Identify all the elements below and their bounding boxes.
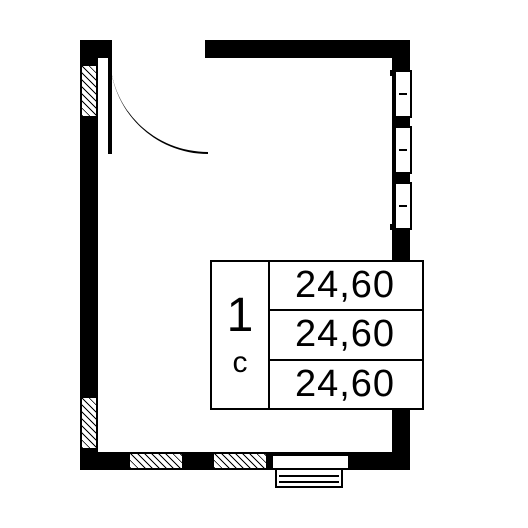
hatch-left-bottom: [80, 396, 98, 450]
area-2: 24,60: [268, 311, 424, 360]
door-arc: [110, 56, 208, 154]
right-tick-b: [390, 224, 392, 230]
hatch-bottom-2: [212, 452, 268, 470]
hatch-bottom-1: [128, 452, 184, 470]
right-tick-a: [390, 70, 392, 76]
info-right: 24,60 24,60 24,60: [268, 260, 424, 410]
right-mark-1: [394, 70, 412, 118]
hatch-left-top: [80, 64, 98, 118]
bottom-window: [275, 468, 343, 488]
unit-letter: с: [233, 348, 248, 378]
info-left: 1 с: [210, 260, 270, 410]
right-mark-2: [394, 126, 412, 174]
wall-bottom-right: [348, 452, 410, 470]
info-box: 1 с 24,60 24,60 24,60: [210, 260, 424, 410]
wall-top-right: [205, 40, 410, 58]
unit-count: 1: [227, 292, 254, 340]
right-mark-3: [394, 182, 412, 230]
area-1: 24,60: [268, 260, 424, 311]
wall-stub: [94, 40, 112, 58]
area-3: 24,60: [268, 361, 424, 410]
